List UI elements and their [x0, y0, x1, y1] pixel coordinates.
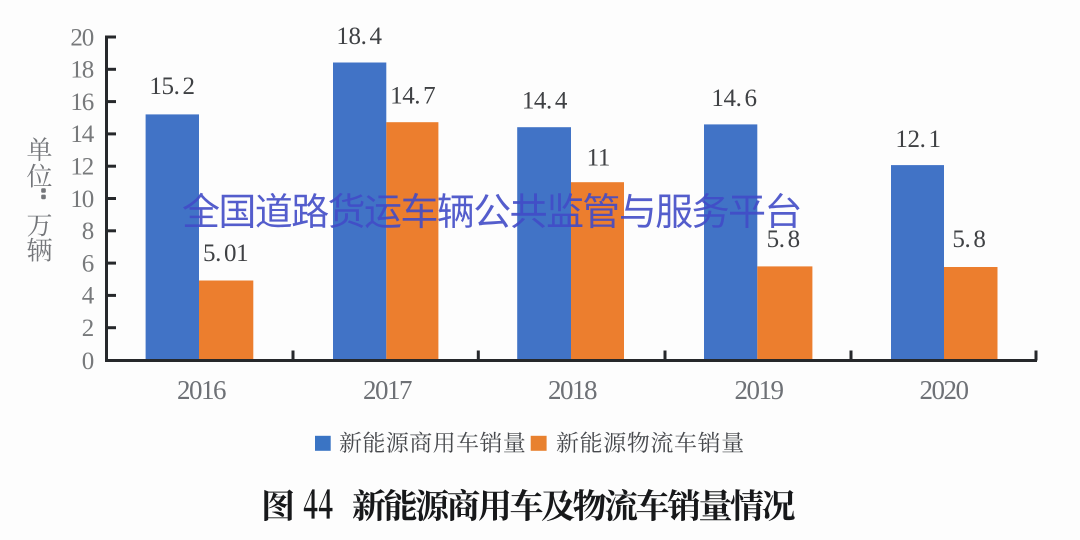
- svg-text:14: 14: [70, 121, 94, 148]
- svg-text:18: 18: [70, 57, 93, 84]
- svg-text:11: 11: [587, 145, 610, 172]
- svg-text:2020: 2020: [920, 375, 969, 405]
- svg-text:14.7: 14. 7: [390, 83, 435, 110]
- svg-text:6: 6: [82, 250, 94, 277]
- svg-text:12.1: 12. 1: [895, 126, 940, 153]
- svg-text:2016: 2016: [177, 375, 226, 405]
- svg-text:5.01: 5. 01: [203, 240, 248, 267]
- svg-text:18.4: 18. 4: [336, 23, 382, 50]
- svg-text:14.4: 14. 4: [522, 88, 568, 115]
- svg-text:2019: 2019: [735, 375, 784, 405]
- svg-text:15.2: 15. 2: [149, 73, 194, 100]
- svg-text:14.6: 14. 6: [711, 85, 756, 112]
- svg-text:10: 10: [70, 186, 93, 213]
- svg-text:12: 12: [70, 154, 93, 181]
- svg-text:2017: 2017: [363, 375, 412, 405]
- svg-text:2018: 2018: [548, 375, 597, 405]
- svg-text:5.8: 5. 8: [767, 226, 800, 253]
- svg-text:2: 2: [82, 315, 94, 342]
- svg-text:0: 0: [82, 348, 94, 375]
- svg-text:4: 4: [82, 283, 95, 310]
- svg-text:5.8: 5. 8: [952, 226, 985, 253]
- svg-text:20: 20: [70, 24, 93, 51]
- svg-text:16: 16: [70, 89, 93, 116]
- svg-text:8: 8: [82, 218, 94, 245]
